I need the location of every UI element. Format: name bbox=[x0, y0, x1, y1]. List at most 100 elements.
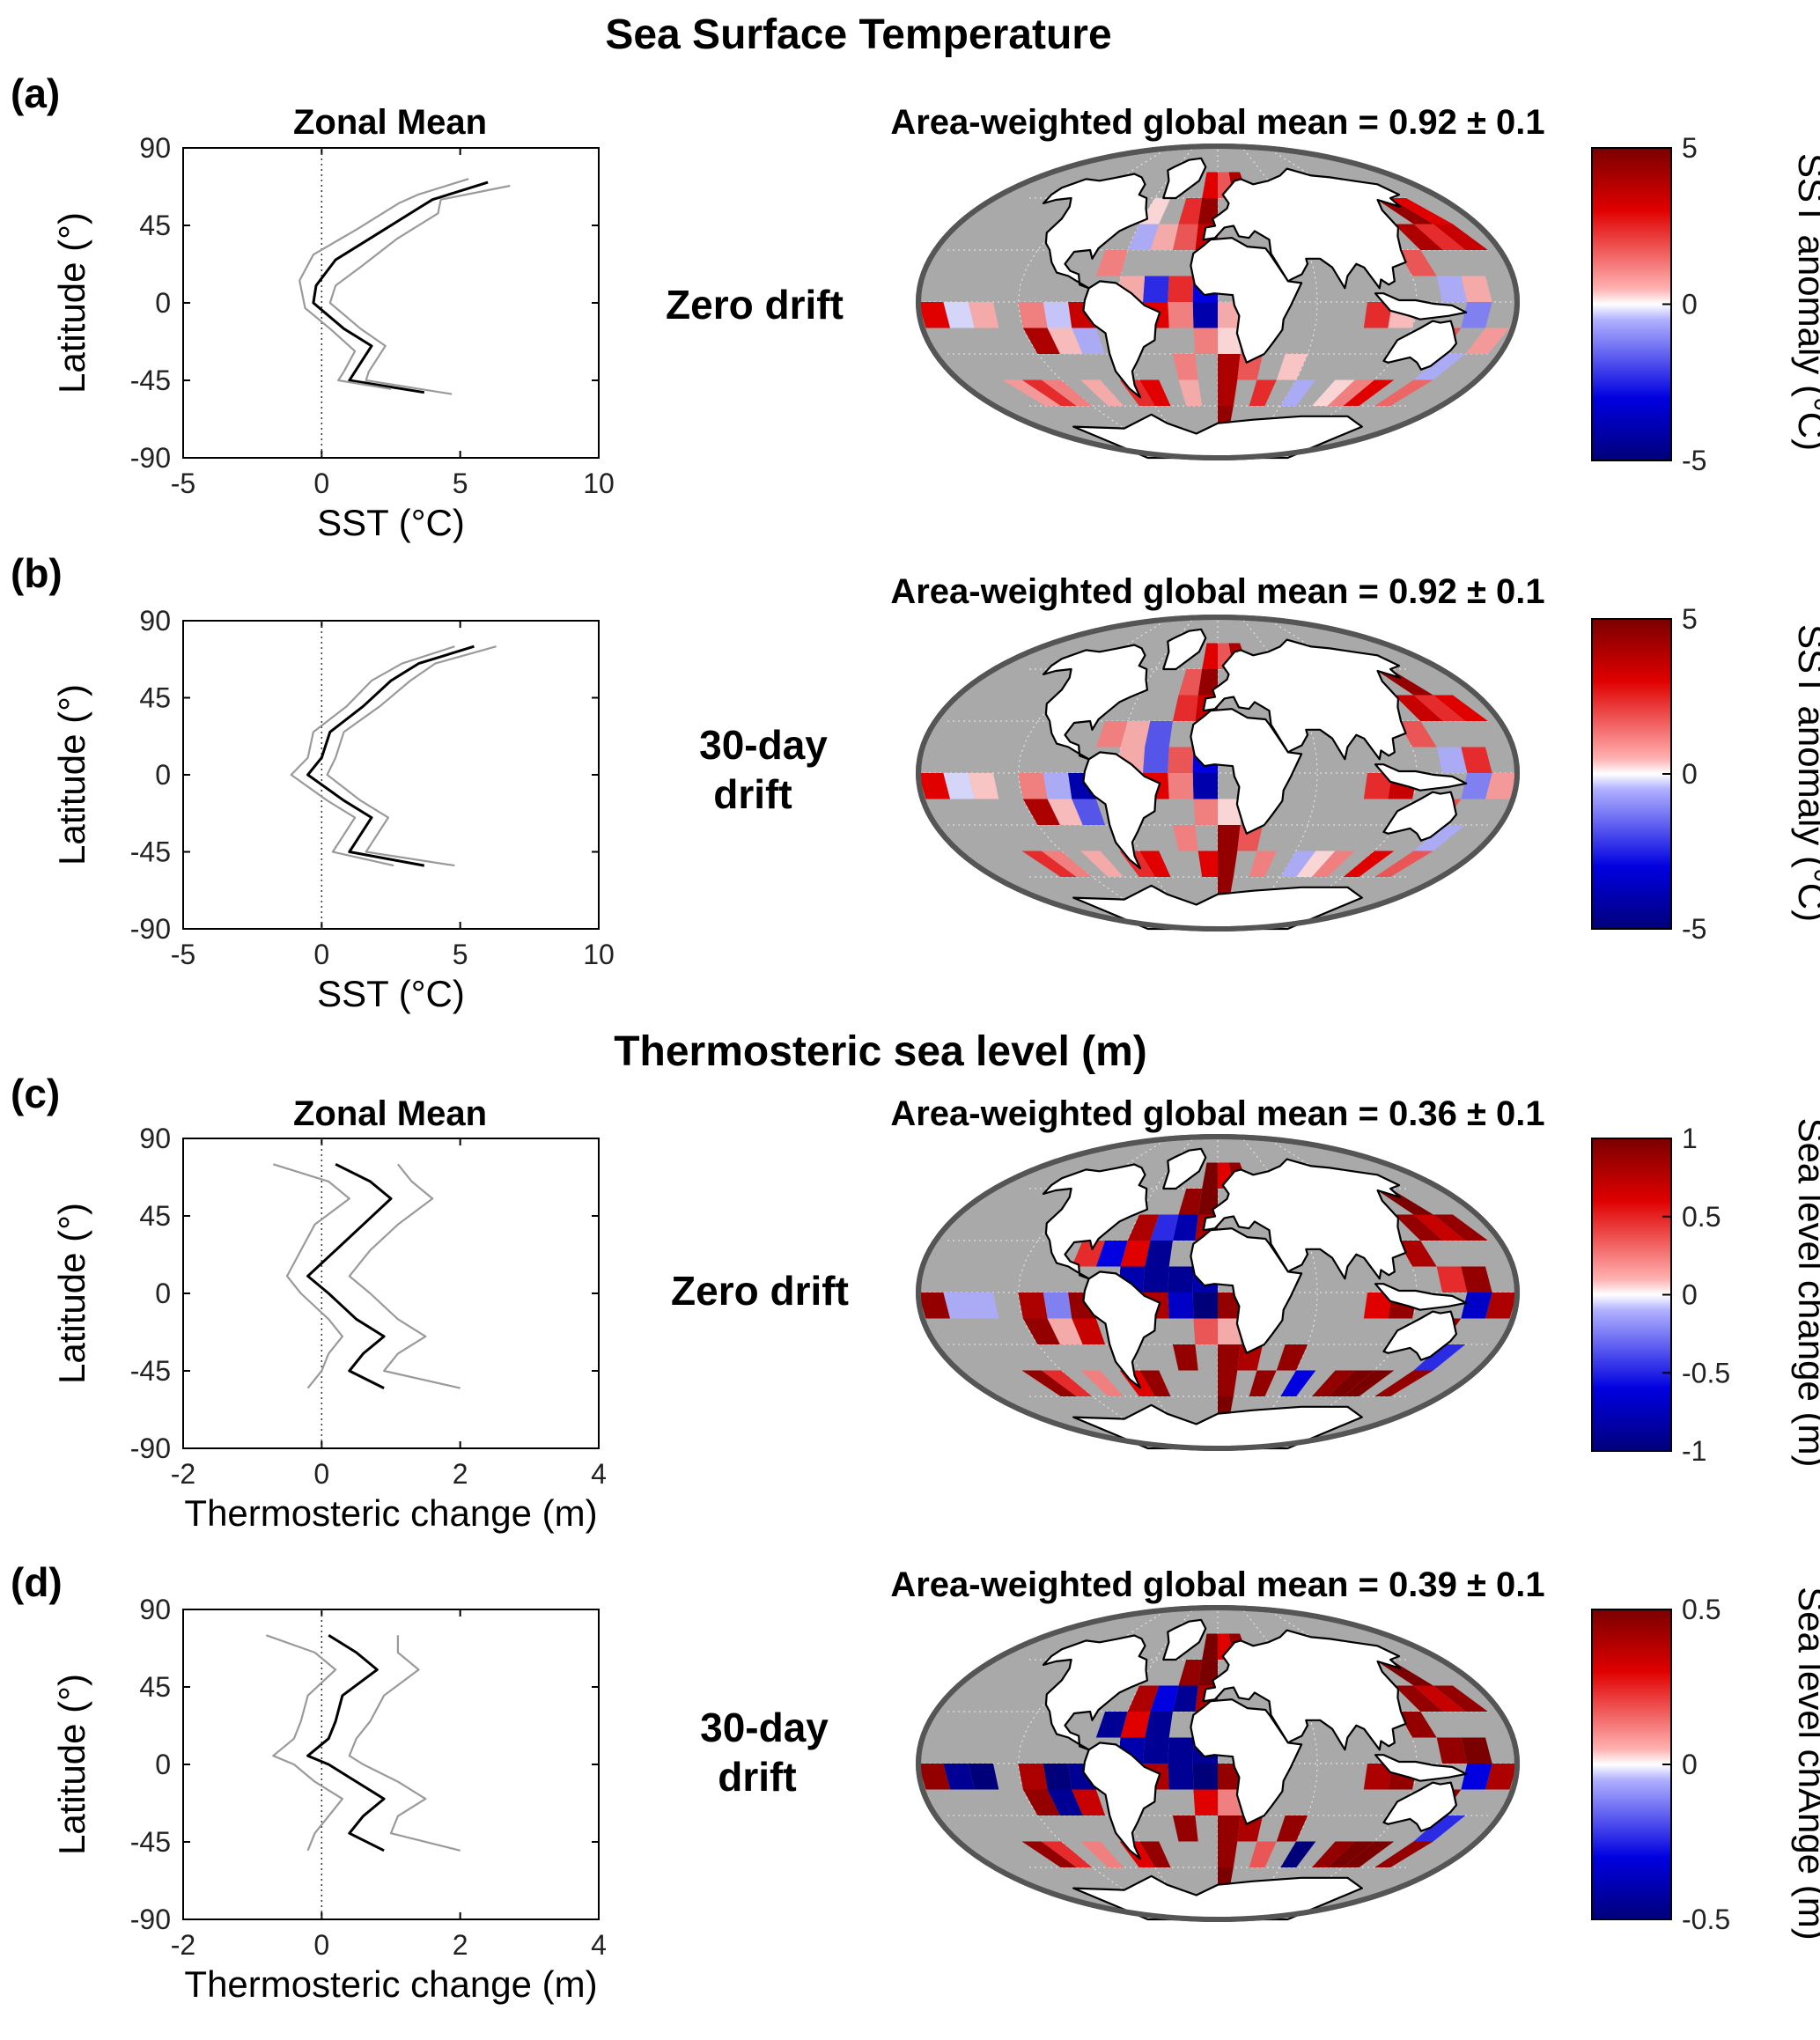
anomaly-cell bbox=[1249, 1841, 1277, 1867]
anomaly-cell bbox=[1193, 1318, 1218, 1344]
continent bbox=[1202, 638, 1407, 761]
x-tick-label: -5 bbox=[171, 939, 195, 970]
anomaly-cell bbox=[1197, 669, 1218, 696]
anomaly-cell bbox=[943, 1292, 975, 1319]
anomaly-cell bbox=[1218, 1344, 1241, 1371]
colorbar: 0.5 0 -0.5 Sea level chAnge (m) bbox=[1591, 1587, 1820, 1941]
anomaly-cell bbox=[943, 773, 975, 799]
anomaly-cell bbox=[1436, 1266, 1468, 1292]
anomaly-cell bbox=[1413, 695, 1466, 721]
colorbar: 5 0 -5 SST anomaly (°C) bbox=[1591, 132, 1820, 476]
zonal-mean-line bbox=[312, 180, 489, 394]
colorbar-tick-label: 0 bbox=[1682, 1279, 1698, 1311]
anomaly-cell bbox=[1374, 198, 1433, 225]
anomaly-cell bbox=[1018, 1764, 1048, 1790]
anomaly-cell bbox=[1047, 799, 1083, 825]
continent bbox=[1042, 173, 1149, 290]
anomaly-cell bbox=[1168, 1737, 1194, 1764]
colorbar-label: SST anomaly (°C) bbox=[1791, 624, 1820, 922]
anomaly-cell bbox=[1022, 799, 1060, 825]
anomaly-cell bbox=[1465, 328, 1510, 354]
anomaly-cell bbox=[1363, 302, 1393, 328]
anomaly-cell bbox=[1120, 1241, 1151, 1267]
x-tick-label: 0 bbox=[313, 1929, 329, 1961]
drift-label: 30-day bbox=[699, 722, 828, 768]
x-axis-label: Thermosteric change (m) bbox=[184, 1963, 597, 2005]
anomaly-cell bbox=[1218, 1370, 1238, 1396]
x-tick-label: 0 bbox=[313, 468, 329, 499]
anomaly-cell bbox=[1168, 276, 1194, 302]
anomaly-cell bbox=[1413, 224, 1466, 250]
anomaly-cell bbox=[1249, 379, 1277, 406]
plot-frame bbox=[182, 1609, 600, 1920]
colorbar-tick-label: 0 bbox=[1682, 289, 1698, 320]
anomaly-cell bbox=[1080, 851, 1124, 877]
anomaly-cell bbox=[1095, 721, 1128, 748]
anomaly-cell bbox=[1143, 1737, 1169, 1764]
anomaly-map bbox=[916, 1134, 1520, 1451]
colorbar-tick-label: 0 bbox=[1682, 758, 1698, 790]
anomaly-cell bbox=[1202, 1633, 1218, 1660]
anomaly-cell bbox=[1461, 1764, 1492, 1790]
anomaly-cell bbox=[1139, 1841, 1171, 1867]
anomaly-cell bbox=[1485, 1764, 1517, 1790]
anomaly-cell bbox=[1145, 1241, 1173, 1267]
zonal-mean-plot: -2 0 2 4 90 45 0 -45 -90 Thermosteric change (m) L… bbox=[51, 1123, 607, 1534]
anomaly-cell bbox=[1022, 1789, 1060, 1815]
colorbar-tick-label: 0.5 bbox=[1682, 1201, 1721, 1233]
anomaly-cell bbox=[1022, 328, 1060, 354]
anomaly-cell bbox=[1192, 773, 1218, 799]
anomaly-cell bbox=[1394, 695, 1443, 721]
y-tick-label: -90 bbox=[130, 1904, 171, 1935]
anomaly-cell bbox=[1043, 773, 1072, 799]
anomaly-cell bbox=[1080, 1370, 1124, 1396]
anomaly-cell bbox=[1237, 1344, 1264, 1371]
anomaly-cell bbox=[1193, 1789, 1218, 1815]
anomaly-cell bbox=[1413, 1344, 1466, 1371]
anomaly-cell bbox=[1018, 773, 1048, 799]
anomaly-cell bbox=[1072, 328, 1106, 354]
anomaly-cell bbox=[1022, 1318, 1060, 1344]
anomaly-cell bbox=[1018, 1292, 1048, 1319]
drift-label-line2: drift bbox=[718, 1754, 796, 1800]
colorbar-gradient bbox=[1591, 1609, 1672, 1920]
continent bbox=[1162, 1618, 1207, 1661]
y-axis-label: Latitude (°) bbox=[51, 1674, 92, 1855]
anomaly-cell bbox=[1168, 1266, 1194, 1292]
y-tick-label: 0 bbox=[155, 287, 171, 319]
drift-label: 30-day bbox=[700, 1705, 829, 1750]
anomaly-cell bbox=[1485, 773, 1517, 799]
anomaly-cell bbox=[1072, 1318, 1106, 1344]
y-tick-label: 0 bbox=[155, 759, 171, 791]
anomaly-cell bbox=[1127, 1214, 1160, 1241]
continent bbox=[1072, 413, 1363, 460]
colorbar-tick-label: -5 bbox=[1682, 445, 1706, 476]
y-tick-label: 0 bbox=[155, 1278, 171, 1309]
zonal-mean-plot: -5 0 5 10 90 45 0 -45 -90 SST (°C) Latitude (°) bbox=[51, 132, 615, 543]
anomaly-cell bbox=[1143, 1266, 1169, 1292]
anomaly-cell bbox=[1218, 354, 1241, 380]
anomaly-cell bbox=[1343, 1370, 1395, 1396]
continent bbox=[1202, 1629, 1407, 1751]
x-tick-label: 5 bbox=[453, 939, 468, 970]
anomaly-cell bbox=[1145, 721, 1173, 748]
y-tick-label: -45 bbox=[130, 1355, 171, 1387]
anomaly-cell bbox=[1193, 799, 1218, 825]
y-tick-label: 45 bbox=[139, 682, 171, 714]
colorbar: 1 0.5 0 -0.5 -1 Sea level change (m) bbox=[1591, 1118, 1820, 1467]
anomaly-cell bbox=[1043, 302, 1072, 328]
anomaly-cell bbox=[1461, 1737, 1492, 1764]
map-border bbox=[916, 615, 1520, 932]
anomaly-cell bbox=[1047, 328, 1083, 354]
anomaly-cell bbox=[1413, 1815, 1466, 1842]
plot-frame bbox=[182, 620, 600, 930]
anomaly-cell bbox=[1374, 1841, 1433, 1867]
anomaly-cell bbox=[1397, 1712, 1437, 1738]
anomaly-cell bbox=[1433, 224, 1488, 250]
colorbar-gradient bbox=[1591, 618, 1672, 930]
x-tick-label: -2 bbox=[171, 1458, 195, 1490]
anomaly-cell bbox=[1150, 1214, 1179, 1241]
anomaly-cell bbox=[1178, 1189, 1203, 1215]
anomaly-cell bbox=[1047, 1318, 1083, 1344]
